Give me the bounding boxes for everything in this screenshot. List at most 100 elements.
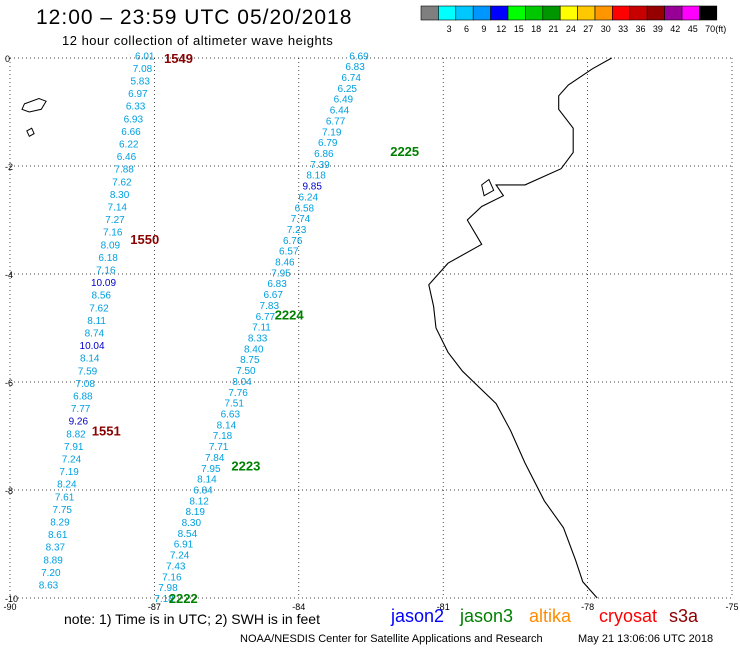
- wave-height-value: 7.08: [75, 379, 95, 390]
- wave-height-value: 6.25: [338, 84, 358, 95]
- wave-height-value: 8.61: [48, 530, 68, 541]
- color-scale-label: 18: [531, 24, 541, 34]
- wave-height-value: 7.24: [170, 551, 190, 562]
- wave-height-value: 6.88: [73, 392, 93, 403]
- wave-height-value: 7.43: [166, 561, 186, 572]
- latitude-tick-label: -8: [5, 486, 13, 496]
- wave-height-value: 7.14: [108, 203, 128, 214]
- wave-height-value: 6.58: [295, 203, 315, 214]
- wave-height-value: 7.98: [158, 583, 178, 594]
- color-scale-label: 39: [653, 24, 663, 34]
- wave-height-value: 8.12: [189, 496, 209, 507]
- wave-height-value: 8.40: [244, 344, 264, 355]
- wave-height-value: 7.83: [260, 301, 280, 312]
- wave-height-value: 7.16: [96, 266, 116, 277]
- wave-height-value: 7.95: [271, 268, 291, 279]
- wave-height-value: 6.79: [318, 138, 338, 149]
- pass-time-label: 2224: [275, 308, 305, 323]
- wave-height-value: 8.56: [91, 291, 111, 302]
- wave-height-value: 7.91: [64, 442, 84, 453]
- wave-height-value: 10.04: [80, 341, 105, 352]
- wave-height-value: 5.83: [130, 77, 150, 88]
- wave-height-value: 8.63: [39, 581, 59, 592]
- map-subtitle: 12 hour collection of altimeter wave hei…: [62, 33, 334, 48]
- wave-height-value: 6.33: [126, 102, 146, 113]
- longitude-tick-label: -84: [292, 602, 305, 612]
- wave-height-value: 7.23: [287, 225, 307, 236]
- wave-height-value: 8.30: [182, 518, 202, 529]
- wave-height-value: 6.44: [330, 106, 350, 117]
- color-scale-label: 45: [688, 24, 698, 34]
- wave-height-value: 6.22: [119, 140, 139, 151]
- pass-time-label: 2223: [231, 459, 260, 474]
- color-scale-unit: (ft): [715, 24, 726, 34]
- wave-height-value: 7.95: [201, 464, 221, 475]
- wave-height-value: 7.16: [162, 572, 182, 583]
- longitude-tick-label: -90: [3, 602, 16, 612]
- latitude-tick-label: -2: [5, 162, 13, 172]
- color-scale-label: 9: [481, 24, 486, 34]
- wave-height-value: 6.18: [98, 253, 118, 264]
- color-scale-label: 70: [705, 24, 715, 34]
- wave-height-value: 6.77: [326, 116, 346, 127]
- wave-height-value: 7.77: [71, 404, 91, 415]
- wave-height-value: 7.59: [78, 366, 98, 377]
- wave-height-value: 7.61: [55, 492, 75, 503]
- coastline: [428, 57, 612, 599]
- color-scale-label: 27: [583, 24, 593, 34]
- wave-height-value: 6.57: [279, 247, 299, 258]
- wave-height-value: 6.49: [334, 95, 354, 106]
- color-scale-label: 21: [548, 24, 558, 34]
- wave-height-value: 7.18: [154, 594, 174, 605]
- color-scale-label: 36: [635, 24, 645, 34]
- wave-height-value: 6.66: [121, 127, 141, 138]
- longitude-tick-label: -81: [437, 602, 450, 612]
- wave-height-value: 7.76: [228, 388, 248, 399]
- wave-height-value: 6.93: [124, 114, 144, 125]
- wave-height-value: 7.84: [205, 453, 225, 464]
- legend-cryosat: cryosat: [599, 606, 658, 626]
- wave-height-value: 6.46: [117, 152, 137, 163]
- wave-height-value: 6.83: [267, 279, 287, 290]
- wave-height-value: 8.46: [275, 258, 295, 269]
- wave-height-value: 8.24: [57, 480, 77, 491]
- wave-height-value: 8.37: [46, 543, 66, 554]
- color-scale-label: 6: [464, 24, 469, 34]
- wave-height-value: 7.16: [103, 228, 123, 239]
- wave-height-value: 7.62: [112, 177, 132, 188]
- wave-height-value: 6.97: [128, 89, 148, 100]
- wave-height-value: 6.76: [283, 236, 303, 247]
- pass-time-label: 2225: [390, 144, 419, 159]
- wave-height-value: 8.54: [178, 529, 198, 540]
- color-scale-label: 42: [670, 24, 680, 34]
- wave-height-value: 7.62: [89, 303, 109, 314]
- color-scale-label: 24: [566, 24, 576, 34]
- pass-time-label: 1551: [92, 424, 121, 439]
- wave-height-value: 8.14: [197, 475, 217, 486]
- wave-height-value: 8.09: [101, 240, 121, 251]
- wave-height-value: 7.74: [291, 214, 311, 225]
- wave-height-value: 6.01: [135, 51, 155, 62]
- wave-height-value: 7.27: [105, 215, 125, 226]
- wave-height-value: 6.83: [345, 62, 365, 73]
- wave-height-value: 6.24: [299, 192, 319, 203]
- units-note: note: 1) Time is in UTC; 2) SWH is in fe…: [64, 611, 320, 627]
- wave-height-value: 9.26: [69, 417, 89, 428]
- longitude-tick-label: -78: [581, 602, 594, 612]
- pass-time-label: 1550: [130, 232, 159, 247]
- latitude-tick-label: -10: [5, 594, 18, 604]
- wave-height-value: 6.91: [174, 540, 194, 551]
- wave-height-value: 7.75: [53, 505, 73, 516]
- color-scale-label: 12: [496, 24, 506, 34]
- color-swatch: [699, 5, 718, 21]
- wave-height-value: 7.71: [209, 442, 229, 453]
- wave-height-value: 8.89: [43, 555, 63, 566]
- longitude-tick-label: -75: [725, 602, 738, 612]
- wave-height-value: 6.69: [349, 51, 369, 62]
- footer-timestamp: May 21 13:06:06 UTC 2018: [578, 633, 714, 645]
- wave-height-value: 7.39: [310, 160, 330, 171]
- wave-height-value: 7.11: [252, 323, 271, 334]
- pass-time-label: 2222: [169, 591, 198, 606]
- latitude-tick-label: -6: [5, 378, 13, 388]
